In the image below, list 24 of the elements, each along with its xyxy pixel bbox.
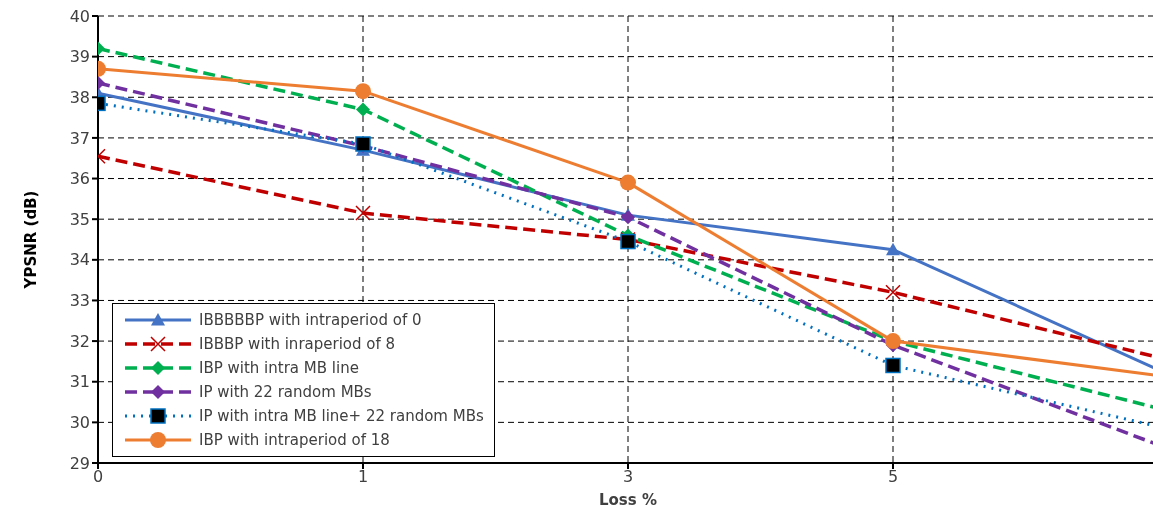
y-tick-label: 29 bbox=[69, 453, 90, 473]
x-tick-label: 5 bbox=[887, 467, 899, 487]
legend-label: IBP with intra MB line bbox=[199, 359, 359, 377]
y-tick-label: 34 bbox=[69, 250, 90, 270]
legend-label: IP with intra MB line+ 22 random MBs bbox=[199, 407, 484, 425]
x-axis-title: Loss % bbox=[599, 491, 657, 509]
y-tick-label: 31 bbox=[69, 372, 90, 392]
legend-label: IBBBBBP with intraperiod of 0 bbox=[199, 311, 422, 329]
y-tick-label: 36 bbox=[69, 169, 90, 189]
y-tick-label: 30 bbox=[69, 413, 90, 433]
y-tick-label: 40 bbox=[69, 6, 90, 26]
x-tick-label: 1 bbox=[357, 467, 369, 487]
x-tick-label: 0 bbox=[92, 467, 104, 487]
legend-label: IBBBP with inraperiod of 8 bbox=[199, 335, 396, 353]
y-tick-label: 35 bbox=[69, 209, 90, 229]
y-axis-title: YPSNR (dB) bbox=[22, 190, 41, 290]
y-tick-label: 39 bbox=[69, 47, 90, 67]
legend-label: IBP with intraperiod of 18 bbox=[199, 431, 390, 449]
y-tick-label: 33 bbox=[69, 291, 90, 311]
x-tick-label: 3 bbox=[622, 467, 634, 487]
legend-label: IP with 22 random MBs bbox=[199, 383, 372, 401]
y-tick-label: 38 bbox=[69, 87, 90, 107]
y-tick-label: 32 bbox=[69, 331, 90, 351]
y-tick-label: 37 bbox=[69, 128, 90, 148]
